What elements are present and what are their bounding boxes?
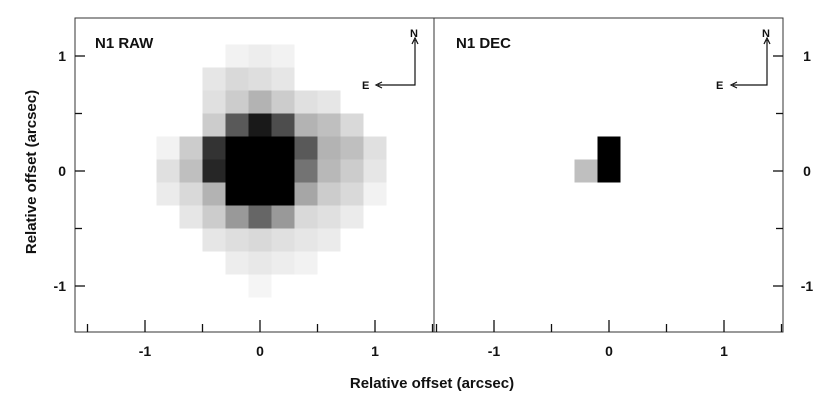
right-compass-east: E bbox=[716, 80, 723, 92]
raw-pixel-cell bbox=[225, 113, 249, 137]
raw-pixel-cell bbox=[202, 228, 226, 252]
raw-pixel-cell bbox=[294, 113, 318, 137]
raw-pixel-cell bbox=[271, 44, 295, 68]
raw-pixel-cell bbox=[248, 90, 272, 114]
right-panel-title: N1 DEC bbox=[456, 35, 511, 52]
raw-pixel-cell bbox=[271, 182, 295, 206]
raw-pixel-cell bbox=[363, 159, 387, 183]
raw-pixel-cell bbox=[340, 205, 364, 229]
raw-pixel-cell bbox=[225, 90, 249, 114]
deconvolved-pixel-cell bbox=[597, 159, 621, 183]
deconvolved-pixel-cell bbox=[574, 159, 598, 183]
right-y-tick-label: 1 bbox=[803, 48, 811, 64]
x-tick-label: 1 bbox=[371, 343, 379, 359]
raw-pixel-cell bbox=[271, 90, 295, 114]
raw-pixel-cell bbox=[225, 251, 249, 275]
left-y-tick-label: 1 bbox=[58, 48, 66, 64]
raw-pixel-cell bbox=[225, 228, 249, 252]
x-tick-label: -1 bbox=[139, 343, 152, 359]
raw-pixel-cell bbox=[271, 67, 295, 91]
raw-pixel-cell bbox=[202, 90, 226, 114]
raw-pixel-cell bbox=[225, 159, 249, 183]
axis-ticks bbox=[75, 55, 783, 332]
deconvolved-pixel-cell bbox=[597, 136, 621, 160]
left-heatmap-cells bbox=[156, 44, 387, 298]
raw-pixel-cell bbox=[202, 205, 226, 229]
raw-pixel-cell bbox=[248, 228, 272, 252]
tick-labels: -1 0 1 -1 0 1 1 0 -1 1 0 -1 bbox=[54, 48, 814, 359]
left-y-tick-label: 0 bbox=[58, 163, 66, 179]
raw-pixel-cell bbox=[271, 251, 295, 275]
raw-pixel-cell bbox=[317, 205, 341, 229]
right-compass-icon: N E bbox=[716, 28, 771, 92]
raw-pixel-cell bbox=[294, 182, 318, 206]
raw-pixel-cell bbox=[248, 205, 272, 229]
raw-pixel-cell bbox=[294, 136, 318, 160]
right-y-tick-label: -1 bbox=[801, 278, 814, 294]
x-tick-label: -1 bbox=[488, 343, 501, 359]
raw-pixel-cell bbox=[317, 136, 341, 160]
raw-pixel-cell bbox=[225, 44, 249, 68]
raw-pixel-cell bbox=[294, 90, 318, 114]
raw-pixel-cell bbox=[271, 228, 295, 252]
raw-pixel-cell bbox=[202, 182, 226, 206]
raw-pixel-cell bbox=[202, 67, 226, 91]
raw-pixel-cell bbox=[179, 136, 203, 160]
x-tick-label: 1 bbox=[720, 343, 728, 359]
raw-pixel-cell bbox=[317, 182, 341, 206]
raw-pixel-cell bbox=[225, 136, 249, 160]
raw-pixel-cell bbox=[363, 136, 387, 160]
raw-pixel-cell bbox=[179, 182, 203, 206]
raw-pixel-cell bbox=[317, 113, 341, 137]
raw-pixel-cell bbox=[248, 182, 272, 206]
raw-pixel-cell bbox=[294, 159, 318, 183]
raw-pixel-cell bbox=[248, 159, 272, 183]
raw-pixel-cell bbox=[271, 113, 295, 137]
raw-pixel-cell bbox=[202, 159, 226, 183]
x-axis-label: Relative offset (arcsec) bbox=[350, 375, 514, 392]
raw-pixel-cell bbox=[156, 182, 180, 206]
raw-pixel-cell bbox=[202, 136, 226, 160]
raw-pixel-cell bbox=[225, 182, 249, 206]
raw-pixel-cell bbox=[271, 159, 295, 183]
raw-pixel-cell bbox=[248, 44, 272, 68]
raw-pixel-cell bbox=[156, 136, 180, 160]
right-compass-north: N bbox=[762, 28, 770, 40]
raw-pixel-cell bbox=[294, 205, 318, 229]
raw-pixel-cell bbox=[248, 113, 272, 137]
raw-pixel-cell bbox=[271, 205, 295, 229]
raw-pixel-cell bbox=[294, 228, 318, 252]
raw-pixel-cell bbox=[225, 67, 249, 91]
raw-pixel-cell bbox=[156, 159, 180, 183]
raw-pixel-cell bbox=[248, 136, 272, 160]
raw-pixel-cell bbox=[340, 136, 364, 160]
raw-pixel-cell bbox=[340, 113, 364, 137]
raw-pixel-cell bbox=[317, 90, 341, 114]
raw-pixel-cell bbox=[179, 205, 203, 229]
left-compass-icon: N E bbox=[362, 28, 419, 92]
raw-pixel-cell bbox=[248, 251, 272, 275]
raw-pixel-cell bbox=[179, 159, 203, 183]
raw-pixel-cell bbox=[271, 136, 295, 160]
raw-pixel-cell bbox=[248, 67, 272, 91]
raw-pixel-cell bbox=[317, 159, 341, 183]
right-y-tick-label: 0 bbox=[803, 163, 811, 179]
y-axis-label: Relative offset (arcsec) bbox=[23, 90, 40, 254]
raw-pixel-cell bbox=[225, 205, 249, 229]
raw-pixel-cell bbox=[363, 182, 387, 206]
raw-pixel-cell bbox=[340, 159, 364, 183]
left-panel-title: N1 RAW bbox=[95, 35, 154, 52]
left-compass-east: E bbox=[362, 80, 369, 92]
left-compass-north: N bbox=[410, 28, 418, 40]
left-y-tick-label: -1 bbox=[54, 278, 67, 294]
x-tick-label: 0 bbox=[256, 343, 264, 359]
right-heatmap-cells bbox=[574, 136, 621, 183]
raw-pixel-cell bbox=[294, 251, 318, 275]
x-tick-label: 0 bbox=[605, 343, 613, 359]
raw-pixel-cell bbox=[340, 182, 364, 206]
raw-pixel-cell bbox=[248, 274, 272, 298]
raw-pixel-cell bbox=[202, 113, 226, 137]
raw-pixel-cell bbox=[317, 228, 341, 252]
